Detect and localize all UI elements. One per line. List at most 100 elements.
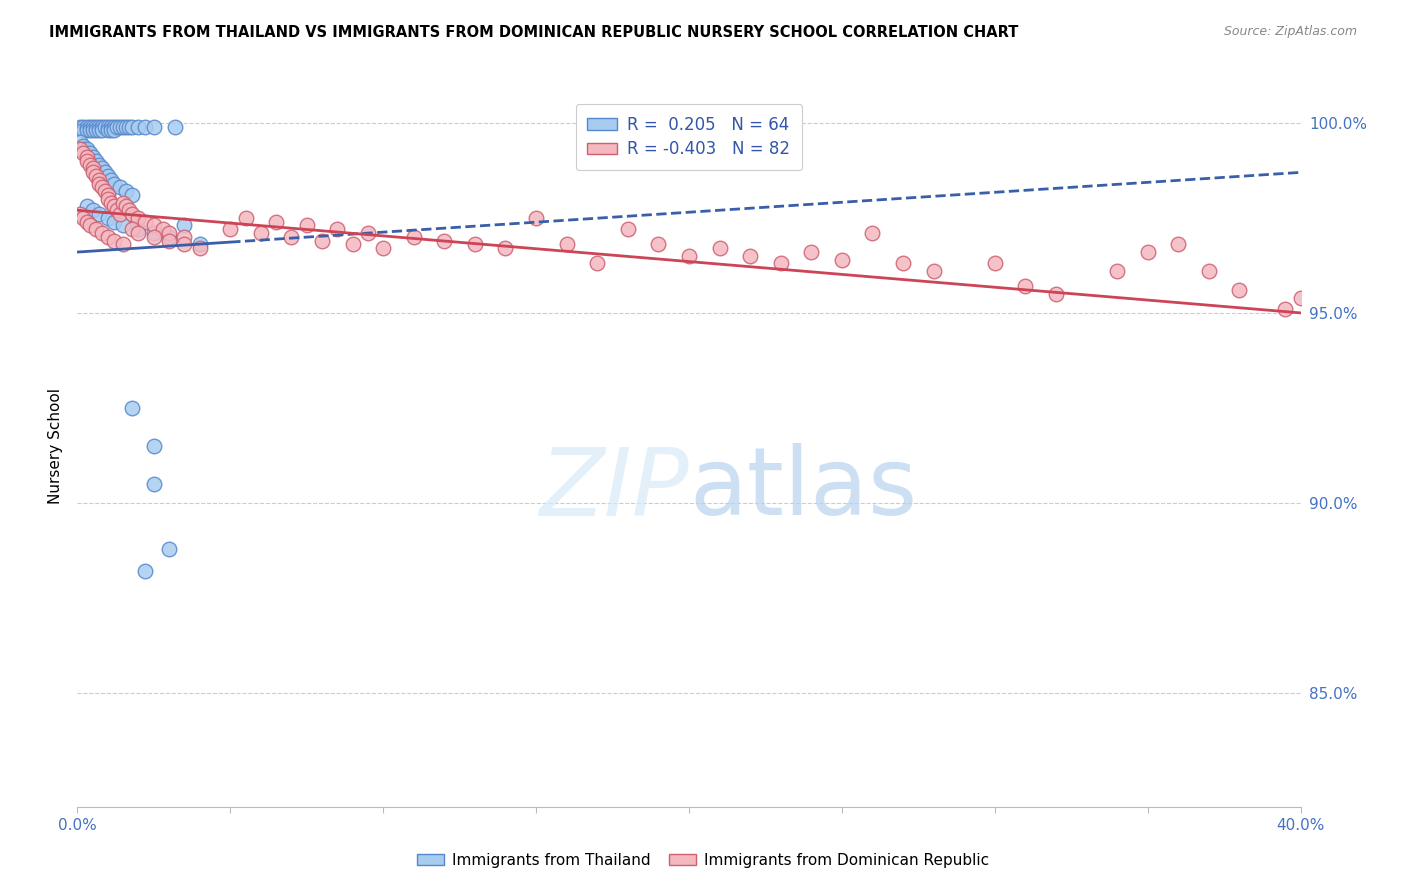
Point (586, 256, 609, 270)
Point (115, 184, 138, 198)
Point (118, 120, 141, 134)
Point (76, 153, 98, 168)
Text: IMMIGRANTS FROM THAILAND VS IMMIGRANTS FROM DOMINICAN REPUBLIC NURSERY SCHOOL CO: IMMIGRANTS FROM THAILAND VS IMMIGRANTS F… (49, 25, 1018, 40)
Point (157, 541, 180, 556)
Point (800, 245, 823, 260)
Point (524, 211, 547, 225)
Point (69, 142, 91, 156)
Point (87, 120, 110, 134)
Point (94, 184, 117, 198)
Point (134, 214, 156, 228)
Point (127, 222, 149, 236)
Point (84, 169, 107, 183)
Point (97, 211, 120, 225)
Point (97, 188, 120, 202)
Point (97, 120, 120, 134)
Point (121, 222, 143, 236)
Point (79, 219, 101, 233)
Point (84, 120, 107, 134)
Point (342, 237, 364, 252)
Point (108, 120, 131, 134)
Point (165, 120, 187, 134)
Point (121, 120, 143, 134)
Point (219, 222, 242, 236)
Point (464, 237, 486, 252)
Point (115, 199, 138, 213)
Point (1289, 291, 1312, 305)
Point (311, 234, 333, 248)
Point (97, 230, 120, 244)
Point (90, 123, 112, 137)
Point (112, 120, 135, 134)
Point (891, 256, 914, 270)
Point (740, 249, 762, 263)
Point (647, 237, 669, 252)
Point (326, 222, 349, 236)
Point (984, 256, 1007, 270)
Point (121, 207, 143, 221)
Point (79, 120, 101, 134)
Point (103, 234, 125, 248)
Point (157, 226, 180, 240)
Point (371, 241, 394, 255)
Point (555, 237, 578, 252)
Point (69, 207, 91, 221)
Point (157, 230, 180, 244)
Point (1107, 264, 1129, 278)
Point (84, 222, 107, 236)
Point (112, 237, 135, 252)
Legend: Immigrants from Thailand, Immigrants from Dominican Republic: Immigrants from Thailand, Immigrants fro… (411, 847, 995, 873)
Point (79, 146, 101, 161)
Point (134, 565, 156, 579)
Point (108, 207, 131, 221)
Y-axis label: Nursery School: Nursery School (48, 388, 63, 504)
Point (72, 142, 94, 156)
Legend: R =  0.205   N = 64, R = -0.403   N = 82: R = 0.205 N = 64, R = -0.403 N = 82 (576, 103, 801, 169)
Point (82, 150, 104, 164)
Point (69, 120, 91, 134)
Point (402, 230, 425, 244)
Point (142, 230, 165, 244)
Point (617, 222, 640, 236)
Point (173, 219, 195, 233)
Point (142, 120, 165, 134)
Point (112, 195, 135, 210)
Point (105, 120, 128, 134)
Point (295, 219, 318, 233)
Point (157, 234, 180, 248)
Point (94, 165, 117, 179)
Point (121, 188, 143, 202)
Point (82, 120, 104, 134)
Point (105, 203, 128, 218)
Point (1274, 302, 1296, 317)
Point (1045, 286, 1067, 301)
Point (94, 120, 117, 134)
Point (100, 195, 122, 210)
Point (103, 120, 125, 134)
Point (769, 256, 792, 270)
Point (76, 150, 98, 164)
Point (84, 153, 107, 168)
Point (127, 120, 149, 134)
Point (127, 226, 149, 240)
Text: atlas: atlas (689, 443, 917, 535)
Point (142, 477, 165, 491)
Point (112, 219, 135, 233)
Point (82, 203, 104, 218)
Point (433, 234, 456, 248)
Point (250, 226, 273, 240)
Point (76, 199, 98, 213)
Point (87, 177, 110, 191)
Point (862, 226, 884, 240)
Point (100, 123, 122, 137)
Point (1167, 237, 1189, 252)
Point (97, 192, 120, 206)
Point (97, 169, 120, 183)
Point (188, 237, 211, 252)
Point (76, 142, 98, 156)
Point (1014, 279, 1036, 293)
Point (152, 222, 174, 236)
Point (87, 158, 110, 172)
Point (82, 123, 104, 137)
Point (103, 214, 125, 228)
